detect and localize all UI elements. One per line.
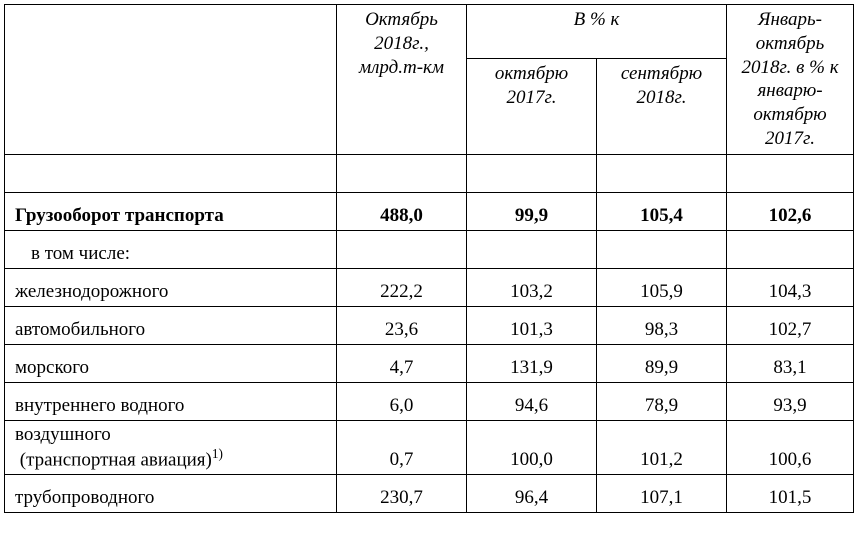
footnote-mark: 1) [212,446,223,461]
cell [597,230,727,268]
cell: 222,2 [337,268,467,306]
cell: 83,1 [727,344,854,382]
table-row: трубопроводного230,796,4107,1101,5 [5,474,854,512]
cell: 102,6 [727,192,854,230]
cell: 99,9 [467,192,597,230]
row-label: автомобильного [5,306,337,344]
cell: 23,6 [337,306,467,344]
spacer-row [5,154,854,192]
cell: 96,4 [467,474,597,512]
cell: 230,7 [337,474,467,512]
header-blank [5,5,337,155]
table-row: воздушного (транспортная авиация)1)0,710… [5,420,854,474]
cell [727,230,854,268]
cell: 100,0 [467,420,597,474]
row-label: морского [5,344,337,382]
row-label: Грузооборот транспорта [5,192,337,230]
cell: 93,9 [727,382,854,420]
table-row: морского4,7131,989,983,1 [5,344,854,382]
header-col2b: сентябрю 2018г. [597,58,727,154]
header-col2a: октябрю 2017г. [467,58,597,154]
table-row: железнодорожного222,2103,2105,9104,3 [5,268,854,306]
cell: 102,7 [727,306,854,344]
table-row: в том числе: [5,230,854,268]
table-body: Грузооборот транспорта488,099,9105,4102,… [5,154,854,512]
header-col2-group: В % к [467,5,727,59]
cell: 101,3 [467,306,597,344]
row-label: внутреннего водного [5,382,337,420]
cell: 0,7 [337,420,467,474]
cell: 101,2 [597,420,727,474]
row-label: в том числе: [5,230,337,268]
cell: 103,2 [467,268,597,306]
cell: 100,6 [727,420,854,474]
cell: 78,9 [597,382,727,420]
cell: 107,1 [597,474,727,512]
cell: 105,4 [597,192,727,230]
table-row: автомобильного23,6101,398,3102,7 [5,306,854,344]
cell: 4,7 [337,344,467,382]
row-label: трубопроводного [5,474,337,512]
cell: 94,6 [467,382,597,420]
row-label: воздушного (транспортная авиация)1) [5,420,337,474]
table-row: внутреннего водного6,094,678,993,9 [5,382,854,420]
cell: 89,9 [597,344,727,382]
cell: 104,3 [727,268,854,306]
cell [337,230,467,268]
cell: 131,9 [467,344,597,382]
cell [467,230,597,268]
header-col3: Январь-октябрь 2018г. в % к январю-октяб… [727,5,854,155]
cell: 105,9 [597,268,727,306]
cell: 6,0 [337,382,467,420]
cell: 488,0 [337,192,467,230]
header-col1: Октябрь 2018г., млрд.т-км [337,5,467,155]
cell: 101,5 [727,474,854,512]
freight-turnover-table: Октябрь 2018г., млрд.т-км В % к Январь-о… [4,4,854,513]
row-label: железнодорожного [5,268,337,306]
cell: 98,3 [597,306,727,344]
table-row: Грузооборот транспорта488,099,9105,4102,… [5,192,854,230]
